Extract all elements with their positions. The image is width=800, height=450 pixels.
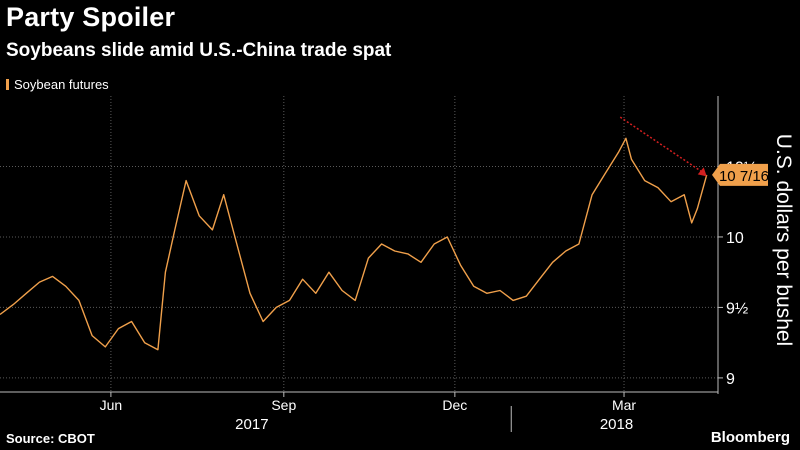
y-tick-label: 9½ (726, 300, 748, 317)
source-note: Source: CBOT (6, 431, 95, 446)
trend-arrow-head (697, 167, 707, 177)
x-tick-label: Sep (271, 397, 296, 413)
last-value-badge (712, 163, 768, 186)
chart-subtitle: Soybeans slide amid U.S.-China trade spa… (6, 40, 392, 61)
y-axis-title: U.S. dollars per bushel (772, 134, 795, 346)
bloomberg-logo: Bloomberg (710, 429, 790, 446)
y-tick-label: 10 (726, 230, 744, 247)
y-tick-label: 9 (726, 371, 735, 388)
chart-title: Party Spoiler (6, 2, 176, 32)
chart-legend: Soybean futures (6, 77, 109, 92)
last-value-label: 10 7/16 (719, 168, 769, 185)
year-label: 2018 (600, 416, 633, 433)
legend-swatch (6, 79, 9, 90)
x-tick-label: Dec (442, 397, 467, 413)
x-tick-label: Mar (612, 397, 636, 413)
trend-arrow-line (619, 116, 704, 173)
legend-label: Soybean futures (14, 77, 109, 92)
x-tick-label: Jun (100, 397, 123, 413)
year-label: 2017 (235, 416, 268, 433)
series-line-soybean-futures (0, 137, 708, 351)
